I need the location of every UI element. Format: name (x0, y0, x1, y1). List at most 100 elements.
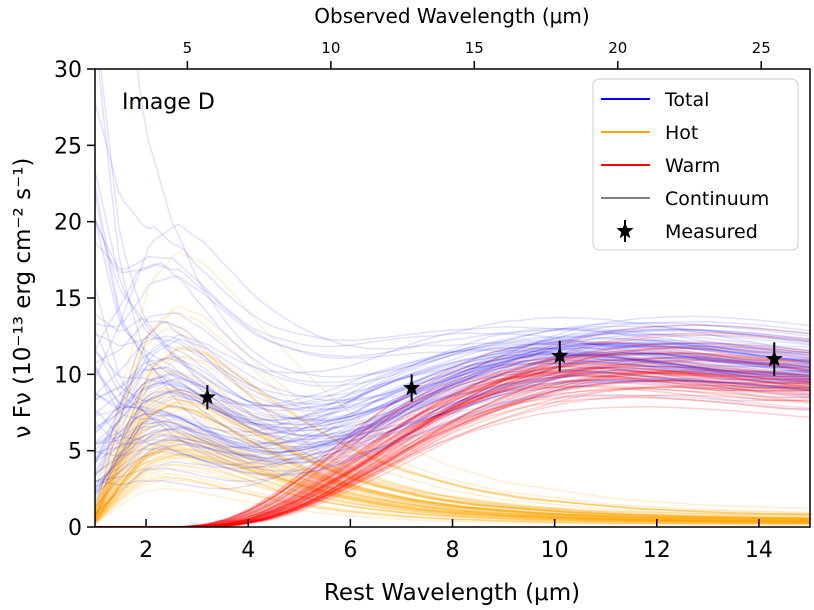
total-model-line (95, 217, 810, 425)
warm-model-line (95, 379, 810, 527)
warm-model-line (95, 372, 810, 527)
total-model-line (95, 365, 810, 456)
warm-model-line (95, 365, 810, 527)
x-tick-label: 6 (343, 538, 357, 563)
total-model-line (95, 345, 810, 454)
measured-points (198, 340, 783, 410)
total-model-line (95, 362, 810, 449)
top-x-tick-label: 10 (321, 39, 340, 57)
total-model-line (95, 328, 810, 454)
warm-model-line (95, 341, 810, 527)
total-model-line (98, 69, 810, 454)
hot-model-line (95, 388, 810, 520)
warm-model-line (95, 394, 810, 527)
total-model-line (95, 368, 810, 453)
hot-model-line (95, 439, 810, 522)
total-model-line (95, 335, 810, 398)
hot-model-line (95, 451, 810, 524)
legend-label: Warm (665, 155, 720, 177)
total-model-line (95, 358, 810, 483)
hot-model-line (95, 413, 810, 521)
hot-model-line (95, 440, 810, 523)
warm-model-line (95, 365, 810, 527)
x-tick-label: 2 (139, 538, 153, 563)
total-model-line (95, 346, 810, 417)
hot-model-line (95, 348, 810, 516)
warm-model-line (95, 366, 810, 527)
warm-model-line (95, 366, 810, 527)
measured-point (551, 347, 569, 364)
hot-model-line (95, 448, 810, 523)
warm-model-line (95, 385, 810, 527)
total-model-line (95, 320, 810, 493)
hot-model-line (95, 437, 810, 522)
warm-model-line (95, 363, 810, 527)
hot-model-line (95, 369, 810, 519)
hot-model-line (95, 305, 810, 514)
total-model-line (95, 343, 810, 410)
warm-model-line (95, 375, 810, 527)
warm-model-line (95, 394, 810, 527)
warm-model-line (95, 367, 810, 527)
x-tick-label: 8 (446, 538, 460, 563)
total-model-line (95, 170, 810, 407)
warm-model-line (95, 368, 810, 527)
total-model-line (95, 330, 810, 444)
hot-model-line (95, 456, 810, 523)
warm-model-line (95, 378, 810, 527)
total-model-line (95, 329, 810, 496)
x-tick-label: 4 (241, 538, 255, 563)
total-model-line (95, 313, 810, 412)
warm-model-line (95, 388, 810, 527)
total-model-line (95, 377, 810, 489)
warm-model-line (95, 374, 810, 527)
hot-model-line (95, 401, 810, 520)
hot-model-line (95, 390, 810, 520)
total-model-line (95, 275, 810, 384)
total-model-line (95, 351, 810, 461)
warm-model-line (95, 379, 810, 527)
hot-model-line (95, 391, 810, 520)
total-model-line (95, 320, 810, 431)
hot-model-line (95, 467, 810, 525)
warm-model-line (95, 386, 810, 527)
hot-model-line (95, 431, 810, 522)
total-model-line (95, 261, 810, 384)
warm-model-line (95, 352, 810, 527)
hot-model-line (95, 405, 810, 521)
warm-model-line (95, 363, 810, 527)
total-model-line (95, 359, 810, 453)
warm-model-line (95, 357, 810, 527)
legend-label: Measured (665, 221, 758, 243)
total-model-line (95, 220, 810, 369)
total-model-line (95, 218, 810, 436)
axis-tick-labels: 2 4 6 8 10 12 14 0 5 10 15 20 25 30 5 10 15 20 25 (54, 39, 773, 563)
measured-point (765, 350, 783, 367)
hot-model-line (95, 430, 810, 522)
warm-model-line (95, 371, 810, 527)
total-model-line (95, 353, 810, 429)
warm-model-line (95, 371, 810, 527)
warm-model-line (95, 396, 810, 527)
total-model-line (136, 69, 810, 378)
hot-model-line (95, 443, 810, 522)
total-model-line (95, 379, 810, 475)
total-model-line (95, 102, 810, 361)
measured-point (198, 388, 216, 405)
hot-model-line (95, 453, 810, 523)
hot-model-line (95, 403, 810, 521)
hot-model-line (95, 448, 810, 523)
hot-model-line (95, 320, 810, 515)
total-model-line (95, 343, 810, 445)
warm-model-line (95, 351, 810, 527)
total-model-line (95, 379, 810, 450)
total-model-line (95, 192, 810, 441)
hot-model-line (95, 347, 810, 516)
total-model-line (95, 360, 810, 462)
warm-model-line (95, 347, 810, 527)
hot-model-line (95, 420, 810, 522)
total-model-line (95, 347, 810, 465)
y-tick-label: 15 (54, 287, 82, 312)
total-model-line (95, 329, 810, 435)
x-axis-title: Rest Wavelength (μm) (324, 580, 580, 606)
